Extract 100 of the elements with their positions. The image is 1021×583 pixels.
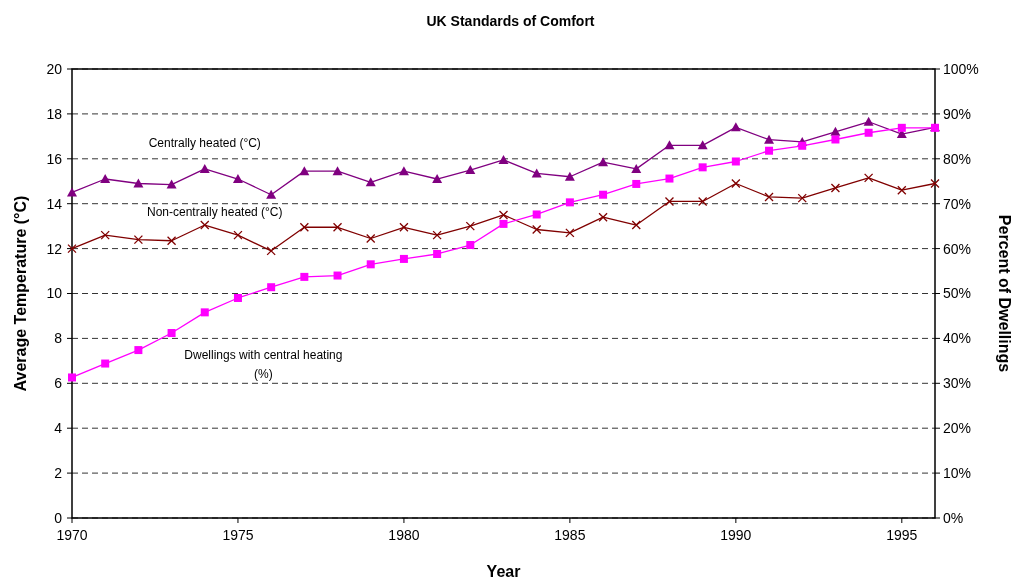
x-tick-label: 1990	[720, 527, 752, 543]
y-tick-label: 6	[54, 375, 63, 392]
y2-axis-title: Percent of Dwellings	[996, 214, 1013, 373]
point	[134, 346, 143, 355]
x-tick-label: 1985	[554, 527, 586, 543]
y-tick-label: 4	[54, 420, 63, 437]
point	[101, 359, 110, 368]
point	[930, 178, 940, 189]
point	[731, 157, 740, 166]
point	[498, 210, 509, 220]
point	[532, 210, 541, 219]
point	[730, 122, 741, 132]
y-tick-label: 14	[46, 195, 63, 212]
point	[664, 140, 675, 150]
point	[897, 185, 907, 195]
point	[200, 220, 210, 230]
point	[598, 212, 608, 222]
point	[664, 196, 675, 207]
point	[366, 260, 375, 269]
point	[433, 249, 442, 258]
y2-tick-label: 0%	[943, 509, 964, 526]
point	[432, 174, 443, 184]
x-tick-label: 1975	[222, 527, 254, 543]
y2-tick-label: 50%	[943, 285, 972, 302]
point	[266, 189, 277, 199]
point	[830, 183, 841, 193]
y-tick-label: 20	[46, 60, 63, 77]
point	[565, 198, 574, 207]
y-tick-label: 8	[54, 330, 63, 347]
y2-tick-label: 90%	[943, 105, 972, 122]
point	[797, 193, 807, 203]
y2-tick-label: 100%	[943, 60, 979, 77]
point	[498, 154, 509, 164]
point	[133, 234, 144, 245]
point	[631, 163, 642, 173]
point	[166, 179, 177, 189]
y-tick-label: 2	[54, 465, 63, 481]
point	[100, 174, 111, 184]
y-tick-label: 10	[46, 285, 63, 302]
y2-tick-label: 10%	[943, 465, 972, 481]
point	[365, 177, 376, 187]
point	[233, 293, 242, 302]
x-tick-label: 1995	[886, 527, 918, 543]
point	[232, 174, 243, 184]
point	[864, 128, 873, 137]
point	[399, 254, 408, 263]
point	[332, 222, 343, 232]
point	[266, 246, 276, 256]
point	[665, 174, 674, 183]
point	[399, 222, 409, 232]
point	[432, 230, 442, 240]
point	[764, 134, 775, 144]
point	[233, 230, 243, 240]
point	[897, 123, 906, 132]
point	[398, 166, 409, 176]
y2-tick-label: 20%	[943, 420, 972, 437]
point	[267, 283, 276, 292]
point	[532, 224, 542, 235]
point	[199, 163, 210, 173]
y2-tick-label: 40%	[943, 330, 972, 347]
point	[333, 271, 342, 280]
y-tick-label: 18	[46, 105, 63, 122]
y-tick-label: 12	[46, 240, 63, 257]
y2-tick-label: 30%	[943, 375, 972, 392]
y2-tick-label: 70%	[943, 195, 972, 212]
y-axis-title: Average Temperature (°C)	[12, 195, 29, 392]
y2-tick-label: 80%	[943, 150, 972, 167]
point	[300, 272, 309, 281]
point	[167, 329, 176, 338]
y-tick-label: 16	[46, 150, 63, 167]
point	[731, 178, 741, 189]
y-tick-label: 0	[54, 509, 63, 526]
chart-title: UK Standards of Comfort	[426, 13, 595, 29]
point	[466, 241, 475, 250]
point	[68, 373, 76, 382]
point	[831, 135, 840, 144]
y2-tick-label: 60%	[943, 240, 972, 257]
point	[465, 221, 475, 231]
point	[531, 168, 542, 178]
point	[599, 190, 608, 199]
x-tick-label: 1980	[388, 527, 420, 543]
x-axis-title: Year	[486, 563, 521, 580]
point	[698, 196, 708, 207]
point	[565, 228, 575, 238]
point	[697, 140, 708, 150]
point	[465, 165, 476, 175]
point	[764, 192, 774, 202]
series-label: Centrally heated (°C)	[148, 135, 261, 150]
point	[798, 141, 807, 150]
point	[100, 230, 110, 240]
point	[564, 171, 575, 181]
point	[299, 166, 310, 176]
point	[698, 163, 707, 172]
point	[166, 236, 177, 246]
point	[863, 116, 874, 126]
x-tick-label: 1970	[56, 527, 88, 543]
point	[332, 166, 343, 176]
point	[499, 219, 508, 228]
point	[632, 179, 641, 188]
series-label: Non-centrally heated (°C)	[147, 205, 283, 220]
